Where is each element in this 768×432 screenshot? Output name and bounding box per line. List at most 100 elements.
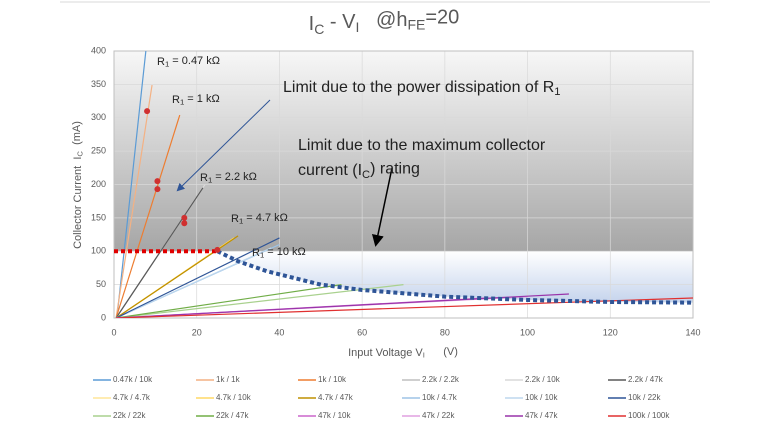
chart-title-part: I [355, 19, 359, 35]
legend-label: 22k / 22k [113, 411, 146, 420]
x-tick-label: 20 [192, 327, 202, 337]
legend-label: 10k / 22k [628, 393, 661, 402]
r-label-part: = 0.47 kΩ [169, 55, 220, 67]
legend-label: 4.7k / 10k [216, 393, 252, 402]
marker [181, 220, 188, 227]
legend-label: 10k / 4.7k [422, 393, 458, 402]
r-label-part: 1 [239, 217, 243, 226]
series-line [115, 284, 404, 318]
series-line [115, 284, 342, 318]
y-tick-label: 300 [91, 112, 106, 122]
x-tick-label: 80 [440, 327, 450, 337]
legend-label: 47k / 10k [318, 411, 351, 420]
chart-title-part: @h [359, 9, 407, 31]
y-tick-label: 400 [91, 45, 106, 55]
y-tick-label: 0 [101, 312, 106, 322]
legend-label: 47k / 22k [422, 411, 455, 420]
annotation-part: Limit due to the maximum collector [298, 137, 546, 154]
annotation: current (IC) rating [298, 161, 420, 181]
r-label: R1 = 2.2 kΩ [200, 171, 257, 185]
marker [154, 178, 161, 185]
grid [113, 50, 694, 319]
annotation-part: current (I [298, 162, 362, 179]
power-limit-curve [216, 249, 694, 305]
legend-label: 4.7k / 47k [318, 393, 354, 402]
x-axis-label-part: Input Voltage V [348, 347, 423, 359]
r-label-part: R [200, 172, 208, 184]
annotation-part: ) rating [370, 161, 420, 178]
series-line [115, 237, 280, 318]
r-label-part: R [231, 213, 239, 225]
legend-label: 0.47k / 10k [113, 375, 153, 384]
legend-label: 10k / 10k [525, 393, 558, 402]
y-tick-label: 50 [96, 279, 106, 289]
legend-label: 4.7k / 4.7k [113, 393, 151, 402]
legend-label: 1k / 1k [216, 375, 241, 384]
r-label-part: 1 [180, 98, 184, 107]
r-label-part: = 2.2 kΩ [212, 171, 257, 183]
x-tick-label: 40 [274, 327, 284, 337]
x-tick-label: 120 [603, 327, 618, 337]
marker [154, 186, 161, 193]
annotation-part: C [362, 169, 370, 181]
r-label: R1 = 1 kΩ [172, 93, 220, 107]
r-label-part: 1 [165, 60, 169, 69]
x-axis-label-part: I [423, 351, 425, 360]
r-label-part: 1 [260, 251, 264, 260]
legend-label: 1k / 10k [318, 375, 347, 384]
r-label-part: R [157, 56, 165, 68]
chart-title-part: I [309, 13, 315, 35]
legend-label: 47k / 47k [525, 411, 558, 420]
chart-title-part: =20 [425, 7, 459, 29]
chart-title-part: C [314, 21, 324, 37]
r-label-part: 1 [208, 176, 212, 185]
annotation: Limit due to the power dissipation of R1 [283, 79, 561, 98]
chart-title-part: - V [324, 11, 356, 33]
chart-title: IC - VI @hFE=20 [309, 7, 460, 37]
y-axis-label: Collector Current IC (mA) [71, 121, 85, 249]
x-tick-label: 100 [520, 327, 535, 337]
legend-label: 2.2k / 2.2k [422, 375, 460, 384]
y-tick-label: 350 [91, 79, 106, 89]
y-tick-label: 150 [91, 212, 106, 222]
r-label-part: = 1 kΩ [184, 93, 219, 105]
annotation-part: 1 [554, 86, 560, 98]
series-line [115, 247, 272, 318]
r-label: R1 = 4.7 kΩ [231, 212, 288, 226]
arrow [371, 167, 393, 247]
annotation: Limit due to the maximum collector [298, 137, 546, 154]
legend-label: 100k / 100k [628, 411, 670, 420]
annotation-part: Limit due to the power dissipation of R [283, 79, 554, 96]
x-axis-label-part: (V) [425, 346, 458, 358]
r-label-part: = 4.7 kΩ [243, 212, 288, 224]
x-tick-label: 60 [357, 327, 367, 337]
x-tick-label: 0 [111, 327, 116, 337]
series-line [115, 114, 181, 318]
chart-title-part: FE [407, 16, 425, 32]
r-label-part: R [172, 94, 180, 106]
y-axis-label-part: (mA) [71, 121, 83, 151]
marker [214, 246, 221, 253]
r-label: R1 = 0.47 kΩ [157, 55, 220, 69]
plot-frame [113, 50, 694, 319]
y-axis-label-part: Collector Current I [72, 157, 84, 249]
overlay [114, 108, 694, 305]
series-line [115, 84, 153, 318]
arrow [176, 99, 271, 192]
legend-label: 22k / 47k [216, 411, 249, 420]
r-label-part: = 10 kΩ [264, 246, 306, 258]
marker [144, 108, 151, 115]
marker [181, 214, 188, 221]
r-label: R1 = 10 kΩ [252, 246, 306, 260]
legend-label: 2.2k / 10k [525, 375, 561, 384]
y-tick-label: 200 [91, 179, 106, 189]
y-axis-label-part: C [76, 151, 85, 157]
r-label-part: R [252, 247, 260, 259]
series-lines [115, 51, 693, 318]
x-tick-label: 140 [685, 327, 700, 337]
x-axis-label: Input Voltage VI (V) [348, 346, 458, 360]
legend-label: 2.2k / 47k [628, 375, 664, 384]
y-tick-label: 250 [91, 146, 106, 156]
series-line [116, 51, 147, 318]
